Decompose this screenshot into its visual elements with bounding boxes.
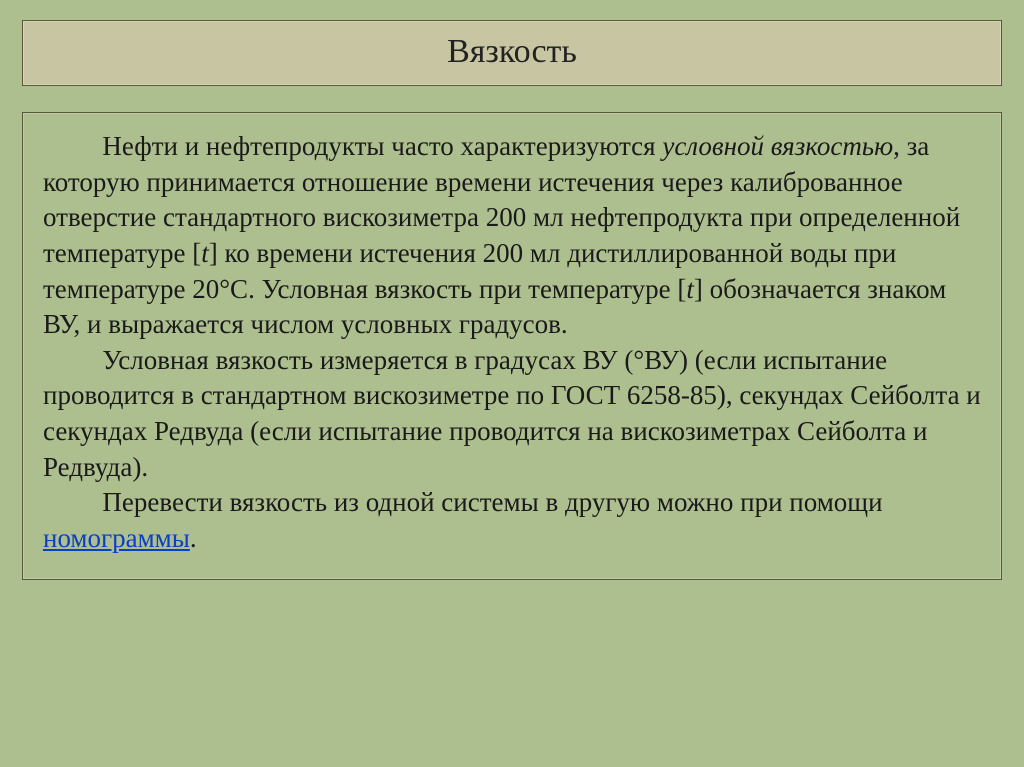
p1-var-t1: t (201, 238, 209, 268)
paragraph-2: Условная вязкость измеряется в градусах … (43, 343, 981, 486)
p3-text-a: Перевести вязкость из одной системы в др… (102, 487, 882, 517)
slide-title-bar: Вязкость (22, 20, 1002, 86)
paragraph-3: Перевести вязкость из одной системы в др… (43, 485, 981, 556)
p1-term-italic: условной вязкостью (662, 131, 893, 161)
nomogram-link[interactable]: номограммы (43, 523, 190, 553)
slide-body: Нефти и нефтепродукты часто характеризую… (22, 112, 1002, 580)
p1-var-t2: t (686, 274, 694, 304)
p3-text-b: . (190, 523, 197, 553)
p1-text-a: Нефти и нефтепродукты часто характеризую… (102, 131, 662, 161)
paragraph-1: Нефти и нефтепродукты часто характеризую… (43, 129, 981, 343)
slide-title: Вязкость (31, 33, 993, 71)
